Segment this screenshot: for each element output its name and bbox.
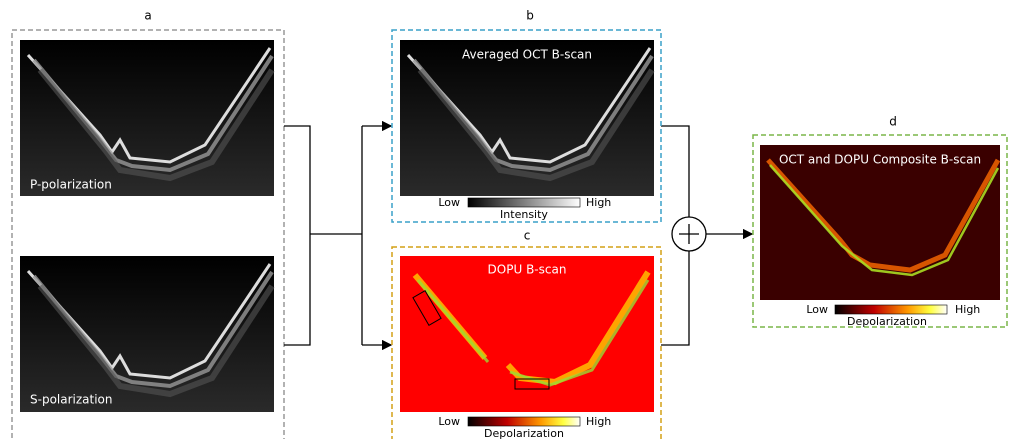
image-title: DOPU B-scan [488, 263, 567, 277]
oct-image [400, 40, 654, 196]
image-caption: P-polarization [30, 178, 112, 192]
colorbar-label: Depolarization [847, 315, 927, 328]
colorbar-high: High [586, 415, 611, 428]
colorbar-label: Intensity [500, 208, 548, 221]
colorbar-high: High [955, 303, 980, 316]
image-title: Averaged OCT B-scan [462, 48, 592, 62]
image-title: OCT and DOPU Composite B-scan [779, 153, 981, 167]
colorbar [468, 417, 580, 426]
colorbar-high: High [586, 196, 611, 209]
dopu-image [400, 256, 654, 412]
panel-label: d [889, 115, 897, 129]
panel-label: b [526, 9, 534, 23]
panel-label: c [524, 229, 531, 243]
colorbar-low: Low [806, 303, 828, 316]
colorbar-low: Low [438, 196, 460, 209]
composite-image [760, 145, 1000, 300]
image-caption: S-polarization [30, 393, 113, 407]
colorbar-low: Low [438, 415, 460, 428]
oct-image [20, 256, 274, 412]
colorbar [468, 198, 580, 207]
oct-image [20, 40, 274, 196]
panel-label: a [144, 9, 151, 23]
figure: a P-polarization S-polarization b Averag… [0, 0, 1012, 439]
colorbar [835, 305, 947, 314]
colorbar-label: Depolarization [484, 427, 564, 439]
